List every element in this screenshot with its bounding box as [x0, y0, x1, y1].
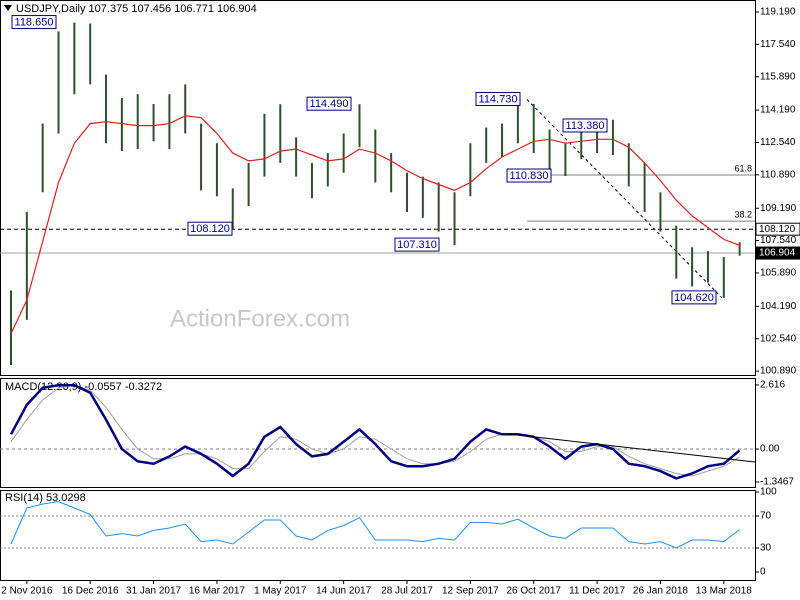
x-tick-label: 1 May 2017: [254, 586, 307, 597]
y-tick-label: 115.890: [760, 71, 796, 82]
x-tick-label: 16 Dec 2016: [62, 586, 119, 597]
y-tick-label: 104.190: [760, 301, 797, 312]
y-tick-label: 112.540: [760, 137, 796, 148]
y-tick-label: -1.3467: [760, 477, 794, 488]
fib-label: 38.2: [734, 210, 752, 220]
main-panel: [0, 0, 756, 376]
y-tick-label: 105.890: [760, 268, 797, 279]
x-tick-label: 11 Dec 2017: [569, 586, 625, 597]
x-tick-label: 28 Jul 2017: [381, 586, 433, 597]
y-tick-label: 100.890: [760, 366, 797, 377]
annotation-label: 118.650: [15, 16, 54, 28]
fib-label: 61.8: [734, 163, 752, 173]
watermark: ActionForex.com: [170, 305, 350, 332]
annotation-label: 108.120: [190, 223, 230, 235]
y-tick-label: 109.190: [760, 203, 797, 214]
trendline: [509, 433, 756, 463]
y-tick-label: 114.190: [760, 105, 796, 116]
moving-average: [10, 115, 740, 334]
y-tick-label: 110.890: [760, 169, 796, 180]
annotation-label: 104.620: [674, 292, 714, 304]
annotation-box: [394, 237, 440, 252]
annotation-label: 114.490: [310, 98, 349, 110]
x-tick-label: 13 Mar 2018: [696, 586, 753, 597]
annotation-box: [475, 91, 521, 106]
y-tick-label: 107.540: [760, 235, 797, 246]
annotation-box: [306, 96, 352, 111]
annotation-label: 113.380: [566, 120, 605, 132]
price-box: [755, 222, 800, 236]
annotation-box: [671, 290, 717, 305]
trendline: [526, 99, 723, 299]
y-tick-label: 0.00: [760, 444, 780, 455]
rsi-line: [10, 501, 740, 549]
y-tick-label: 102.540: [760, 333, 797, 344]
y-tick-label: 100: [760, 487, 777, 498]
rsi-label: RSI(14) 53.0298: [5, 492, 86, 504]
x-tick-label: 31 Jan 2017: [126, 586, 181, 597]
rsi-panel: [0, 490, 756, 581]
macd-panel: [0, 378, 756, 488]
y-tick-label: 30: [760, 543, 772, 554]
y-tick-label: 0: [760, 567, 766, 578]
x-tick-label: 12 Sep 2017: [442, 586, 499, 597]
y-tick-label: 2.616: [760, 380, 785, 391]
x-tick-label: 26 Oct 2017: [506, 586, 561, 597]
x-tick-label: 16 Mar 2017: [189, 586, 246, 597]
annotation-box: [506, 168, 552, 183]
price-box: [755, 246, 800, 260]
price-box-label: 106.904: [759, 248, 796, 259]
y-tick-label: 119.190: [760, 7, 796, 18]
annotation-label: 107.310: [397, 239, 437, 251]
y-tick-label: 117.540: [760, 39, 796, 50]
annotation-box: [562, 118, 608, 133]
y-tick-label: 70: [760, 511, 772, 522]
macd-label: MACD(12,26,9) -0.0557 -0.3272: [5, 381, 162, 393]
annotation-label: 110.830: [510, 170, 549, 182]
x-tick-label: 2 Nov 2016: [1, 586, 53, 597]
annotation-box: [187, 221, 233, 236]
price-box-label: 108.120: [759, 224, 796, 235]
x-tick-label: 14 Jun 2017: [316, 586, 371, 597]
title-icon: [4, 5, 12, 11]
signal-line: [10, 384, 740, 477]
chart-title: USDJPY,Daily 107.375 107.456 106.771 106…: [16, 3, 257, 15]
annotation-box: [11, 15, 57, 30]
x-tick-label: 26 Jan 2018: [633, 586, 688, 597]
annotation-label: 114.730: [479, 93, 518, 105]
macd-line: [9, 384, 741, 480]
